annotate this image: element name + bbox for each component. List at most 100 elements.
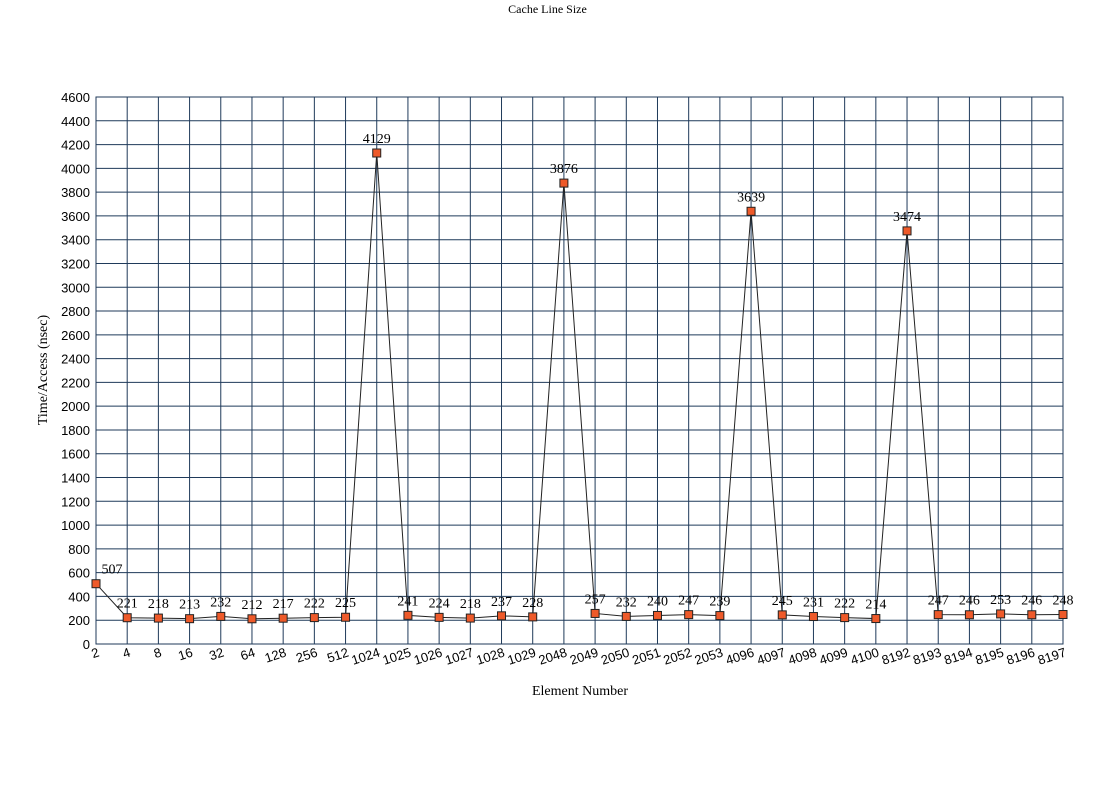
x-tick-label: 4097 <box>755 645 787 668</box>
x-tick-label: 8193 <box>911 645 943 668</box>
x-tick-label: 128 <box>263 645 288 666</box>
x-tick-label: 1027 <box>443 645 475 668</box>
data-point-marker <box>153 613 163 623</box>
data-label: 218 <box>148 597 169 612</box>
y-tick-label: 4400 <box>61 114 90 129</box>
data-label: 217 <box>273 597 294 612</box>
x-tick-label: 1024 <box>350 645 382 668</box>
data-point-marker <box>559 178 569 188</box>
x-axis-ticks: 2 4 8 16 32 64 128 256 512 1024 1025 1026 1027 1028 10… <box>89 645 1068 668</box>
x-tick-label: 8192 <box>880 645 912 668</box>
data-label: 222 <box>834 597 855 612</box>
x-tick-label: 1025 <box>381 645 413 668</box>
data-point-marker <box>372 148 382 158</box>
y-tick-label: 800 <box>68 542 90 557</box>
data-point-marker <box>621 611 631 621</box>
data-point-marker <box>528 612 538 622</box>
x-tick-label: 16 <box>176 645 194 664</box>
data-label: 507 <box>102 563 123 578</box>
data-label: 222 <box>304 597 325 612</box>
data-point-marker <box>434 612 444 622</box>
data-label: 247 <box>678 594 699 609</box>
x-tick-label: 1029 <box>505 645 537 668</box>
data-label: 245 <box>772 594 793 609</box>
y-tick-label: 2800 <box>61 304 90 319</box>
x-tick-label: 512 <box>325 645 350 666</box>
data-point-marker <box>590 608 600 618</box>
data-label: 221 <box>117 597 138 612</box>
y-tick-label: 1400 <box>61 471 90 486</box>
data-point-marker <box>840 613 850 623</box>
data-point-marker <box>278 613 288 623</box>
data-label: 240 <box>647 594 668 609</box>
data-point-marker <box>1058 610 1068 620</box>
x-tick-label: 2048 <box>537 645 569 668</box>
data-labels: 507 221 218 213 232 212 217 222 225 4129 241 224 218… <box>102 132 1074 613</box>
x-tick-label: 2049 <box>568 645 600 668</box>
data-point-marker <box>185 614 195 624</box>
x-tick-label: 32 <box>207 645 225 664</box>
x-tick-label: 8195 <box>973 645 1005 668</box>
y-tick-label: 3200 <box>61 256 90 271</box>
y-tick-label: 4600 <box>61 90 90 105</box>
y-tick-label: 1600 <box>61 447 90 462</box>
data-label: 246 <box>1021 594 1042 609</box>
data-label: 225 <box>335 596 356 611</box>
x-tick-label: 4 <box>121 645 133 662</box>
x-tick-label: 4096 <box>724 645 756 668</box>
data-point-marker <box>122 613 132 623</box>
data-label: 224 <box>429 596 450 611</box>
y-tick-label: 0 <box>83 637 90 652</box>
x-tick-label: 256 <box>294 645 319 666</box>
x-tick-label: 2 <box>89 645 101 662</box>
y-tick-label: 2400 <box>61 352 90 367</box>
x-tick-label: 8196 <box>1005 645 1037 668</box>
data-label: 237 <box>491 595 512 610</box>
x-tick-label: 64 <box>238 645 256 664</box>
data-label: 3474 <box>893 210 921 225</box>
y-tick-label: 1800 <box>61 423 90 438</box>
y-tick-label: 3600 <box>61 209 90 224</box>
data-point-marker <box>777 610 787 620</box>
data-point-marker <box>497 611 507 621</box>
data-point-marker <box>684 610 694 620</box>
data-label: 241 <box>397 594 418 609</box>
y-tick-label: 200 <box>68 613 90 628</box>
y-tick-label: 400 <box>68 589 90 604</box>
x-tick-label: 2052 <box>661 645 693 668</box>
data-label: 212 <box>241 598 262 613</box>
x-tick-label: 2050 <box>599 645 631 668</box>
y-tick-label: 1200 <box>61 494 90 509</box>
data-label: 213 <box>179 598 200 613</box>
x-tick-label: 4100 <box>849 645 881 668</box>
data-label: 231 <box>803 596 824 611</box>
y-tick-label: 3400 <box>61 233 90 248</box>
series-layer <box>91 148 1068 624</box>
y-tick-label: 2000 <box>61 399 90 414</box>
x-tick-label: 8194 <box>942 645 974 668</box>
data-point-marker <box>1027 610 1037 620</box>
data-point-marker <box>902 226 912 236</box>
plot-area-border <box>95 96 1064 645</box>
grid <box>95 96 1064 645</box>
data-point-marker <box>247 614 257 624</box>
data-label: 232 <box>210 595 231 610</box>
x-tick-label: 4098 <box>786 645 818 668</box>
data-label: 248 <box>1053 594 1074 609</box>
data-label: 228 <box>522 596 543 611</box>
y-tick-label: 2200 <box>61 375 90 390</box>
data-point-marker <box>808 612 818 622</box>
x-tick-label: 4099 <box>817 645 849 668</box>
data-point-marker <box>309 613 319 623</box>
x-tick-label: 1028 <box>474 645 506 668</box>
data-label: 247 <box>928 594 949 609</box>
y-tick-label: 3000 <box>61 280 90 295</box>
y-tick-label: 1000 <box>61 518 90 533</box>
data-label: 257 <box>585 592 606 607</box>
x-tick-label: 8197 <box>1036 645 1068 668</box>
x-tick-label: 8 <box>152 645 164 662</box>
y-axis-title: Time/Access (nsec) <box>36 315 51 426</box>
chart-title: Cache Line Size <box>508 2 587 16</box>
y-tick-label: 3800 <box>61 185 90 200</box>
